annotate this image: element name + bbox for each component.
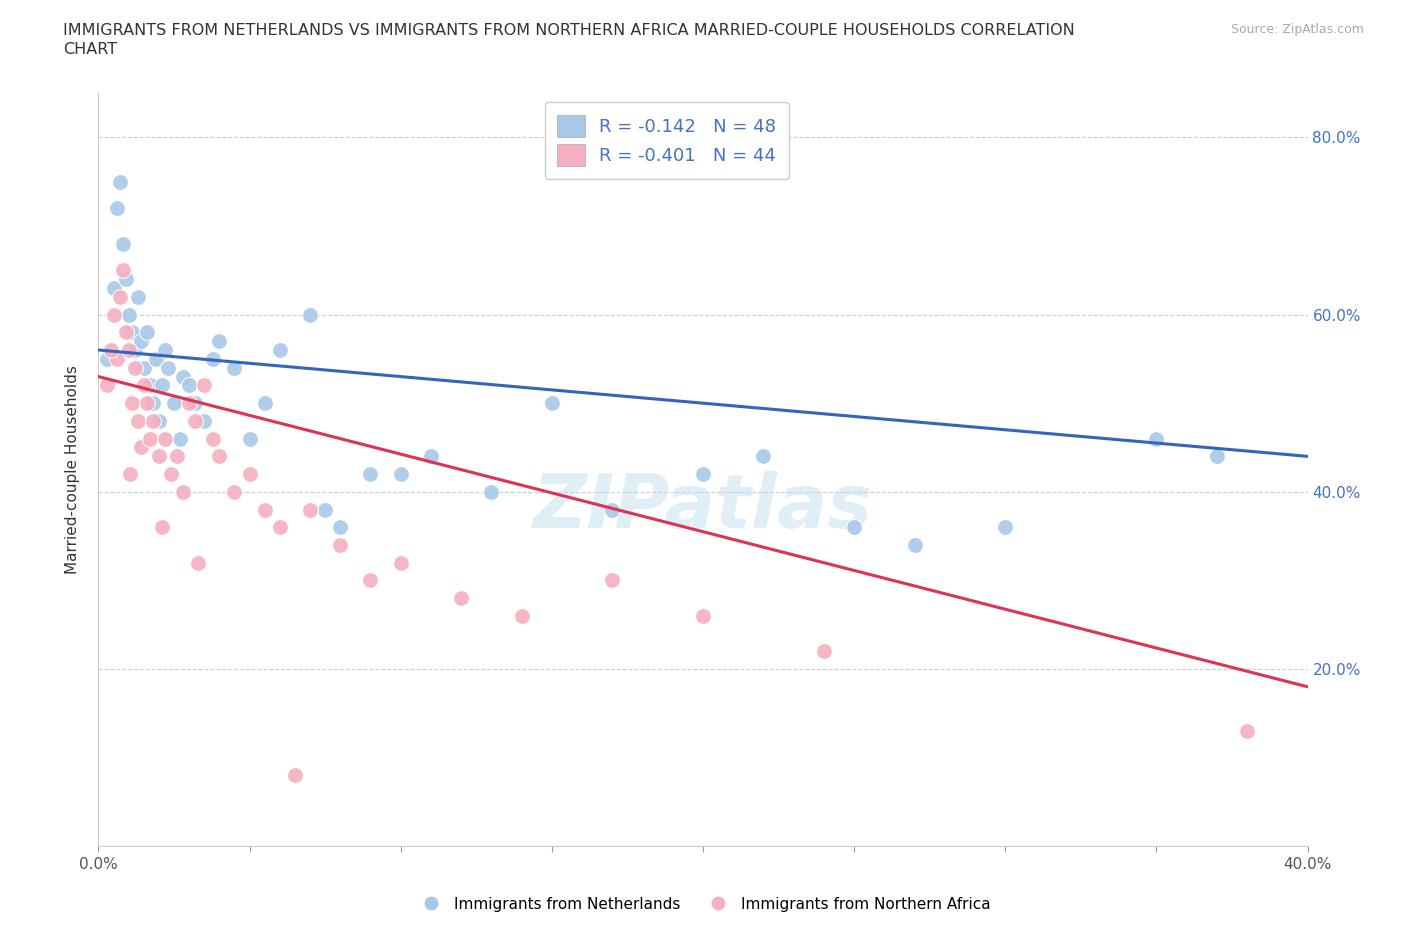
Point	[193, 378, 215, 392]
Point	[1146, 432, 1168, 446]
Point	[540, 396, 562, 411]
Point	[135, 396, 157, 411]
Point	[160, 467, 183, 482]
Point	[187, 555, 209, 570]
Point	[208, 334, 231, 349]
Point	[153, 342, 176, 357]
Point	[184, 414, 207, 429]
Point	[172, 369, 194, 384]
Point	[111, 263, 134, 278]
Point	[389, 555, 412, 570]
Point	[142, 414, 165, 429]
Point	[96, 352, 118, 366]
Point	[108, 289, 131, 304]
Point	[148, 414, 170, 429]
Point	[239, 467, 262, 482]
Point	[118, 307, 141, 322]
Point	[111, 236, 134, 251]
Point	[692, 608, 714, 623]
Point	[602, 502, 624, 517]
Point	[193, 414, 215, 429]
Point	[420, 449, 443, 464]
Point	[148, 449, 170, 464]
Point	[163, 396, 186, 411]
Point	[100, 342, 122, 357]
Point	[142, 396, 165, 411]
Point	[179, 378, 201, 392]
Point	[239, 432, 262, 446]
Point	[103, 307, 125, 322]
Y-axis label: Married-couple Households: Married-couple Households	[65, 365, 80, 574]
Point	[269, 342, 291, 357]
Point	[124, 342, 146, 357]
Point	[139, 432, 162, 446]
Point	[253, 502, 276, 517]
Point	[127, 414, 149, 429]
Point	[124, 360, 146, 375]
Point	[96, 378, 118, 392]
Point	[105, 352, 128, 366]
Point	[114, 325, 136, 339]
Point	[150, 520, 173, 535]
Point	[105, 201, 128, 216]
Point	[602, 573, 624, 588]
Point	[1206, 449, 1229, 464]
Point	[118, 342, 141, 357]
Text: Source: ZipAtlas.com: Source: ZipAtlas.com	[1230, 23, 1364, 36]
Point	[360, 467, 382, 482]
Point	[269, 520, 291, 535]
Point	[179, 396, 201, 411]
Point	[153, 432, 176, 446]
Point	[114, 272, 136, 286]
Point	[314, 502, 336, 517]
Point	[135, 325, 157, 339]
Point	[172, 485, 194, 499]
Point	[1236, 724, 1258, 738]
Point	[202, 352, 225, 366]
Point	[184, 396, 207, 411]
Point	[169, 432, 191, 446]
Point	[329, 538, 352, 552]
Text: IMMIGRANTS FROM NETHERLANDS VS IMMIGRANTS FROM NORTHERN AFRICA MARRIED-COUPLE HO: IMMIGRANTS FROM NETHERLANDS VS IMMIGRANT…	[63, 23, 1076, 38]
Point	[224, 485, 246, 499]
Point	[224, 360, 246, 375]
Point	[208, 449, 231, 464]
Point	[284, 768, 307, 783]
Point	[150, 378, 173, 392]
Point	[108, 174, 131, 189]
Point	[145, 352, 167, 366]
Point	[129, 334, 152, 349]
Point	[127, 289, 149, 304]
Point	[329, 520, 352, 535]
Point	[121, 396, 143, 411]
Point	[166, 449, 188, 464]
Point	[132, 360, 155, 375]
Point	[156, 360, 179, 375]
Point	[120, 467, 142, 482]
Point	[299, 502, 322, 517]
Text: CHART: CHART	[63, 42, 117, 57]
Point	[481, 485, 503, 499]
Point	[752, 449, 775, 464]
Point	[139, 378, 162, 392]
Point	[692, 467, 714, 482]
Legend: Immigrants from Netherlands, Immigrants from Northern Africa: Immigrants from Netherlands, Immigrants …	[409, 891, 997, 918]
Point	[121, 325, 143, 339]
Point	[813, 644, 835, 658]
Point	[202, 432, 225, 446]
Point	[299, 307, 322, 322]
Point	[994, 520, 1017, 535]
Point	[844, 520, 866, 535]
Point	[129, 440, 152, 455]
Point	[103, 281, 125, 296]
Point	[510, 608, 533, 623]
Point	[904, 538, 927, 552]
Point	[132, 378, 155, 392]
Point	[450, 591, 472, 605]
Point	[360, 573, 382, 588]
Legend: R = -0.142   N = 48, R = -0.401   N = 44: R = -0.142 N = 48, R = -0.401 N = 44	[544, 102, 789, 179]
Text: ZIPatlas: ZIPatlas	[533, 471, 873, 544]
Point	[253, 396, 276, 411]
Point	[389, 467, 412, 482]
